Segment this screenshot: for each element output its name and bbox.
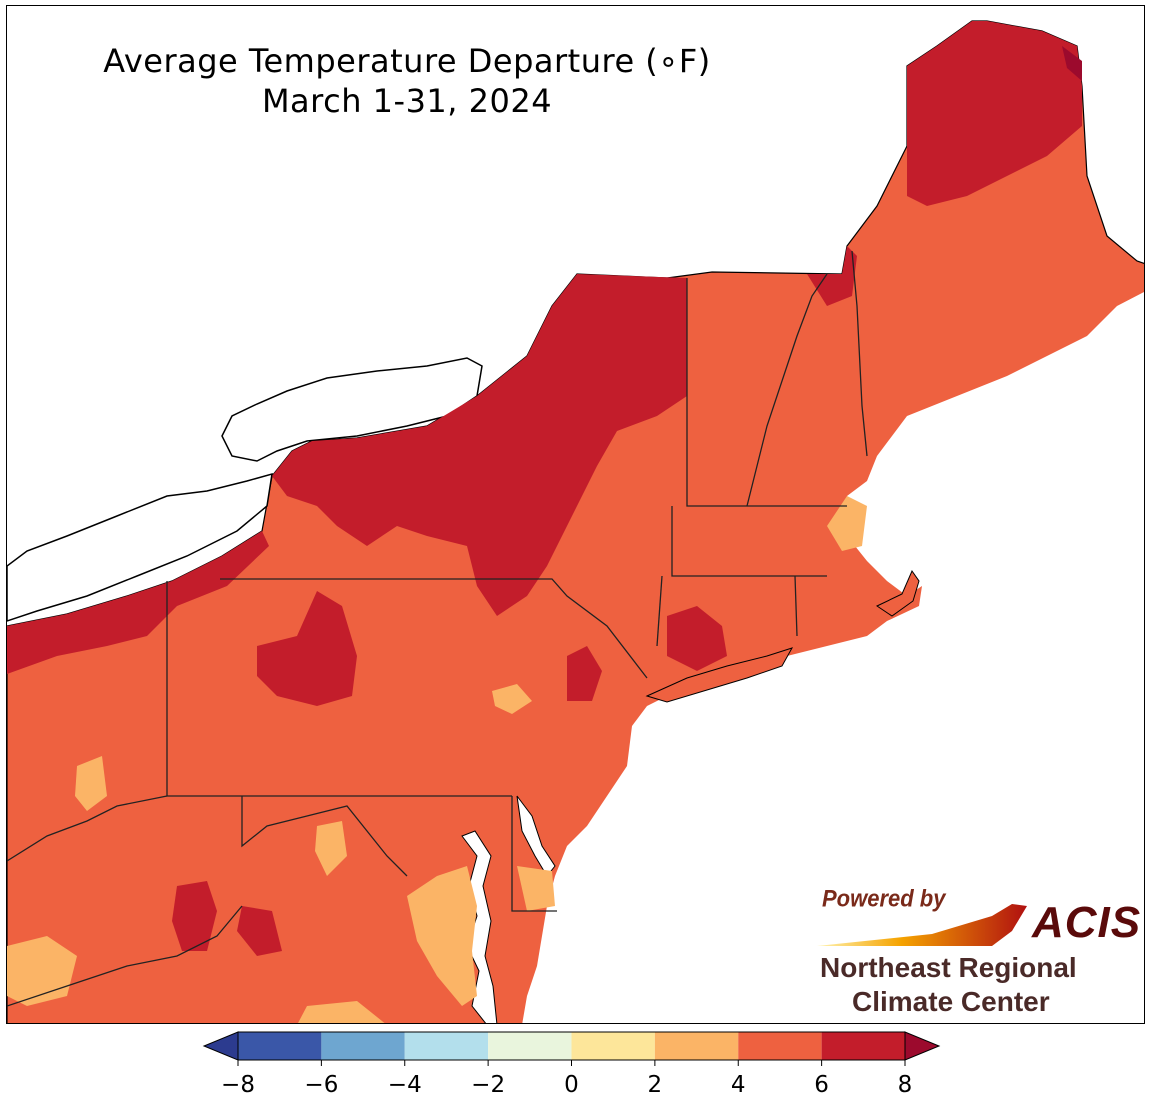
colorbar-over-arrow xyxy=(904,1031,941,1061)
warm-region-md xyxy=(407,866,477,1006)
hot-region-north-ny xyxy=(272,274,687,616)
colorbar-tick-label: −6 xyxy=(304,1072,339,1098)
ocean-region xyxy=(522,292,1144,1023)
hot-region-nj xyxy=(567,646,602,701)
colorbar xyxy=(202,1031,941,1066)
state-borders xyxy=(7,250,868,1007)
colorbar-bin xyxy=(404,1032,489,1060)
colorbar-under-arrow xyxy=(202,1031,239,1061)
hot-region-erie-shore xyxy=(7,531,269,674)
hot-region-ct xyxy=(667,606,727,671)
colorbar-bin xyxy=(238,1032,322,1060)
warm-region-boston xyxy=(827,496,867,551)
colorbar-tick-label: 4 xyxy=(730,1072,746,1098)
acis-brand-text: ACIS xyxy=(1032,898,1142,947)
colorbar-tick-label: 8 xyxy=(897,1072,913,1098)
nrcc-acis-logo: Powered by ACIS Northeast Regional Clima… xyxy=(812,884,1142,1021)
colorbar-bin xyxy=(654,1032,739,1060)
long-island xyxy=(645,647,794,703)
warm-region-de xyxy=(517,866,555,911)
hot-region-pa-center xyxy=(257,591,357,706)
acis-swoosh-icon xyxy=(817,904,1027,946)
temperature-departure-map xyxy=(7,20,1144,1023)
org-name-line2: Climate Center xyxy=(852,986,1050,1017)
map-frame: Average Temperature Departure (∘F) March… xyxy=(6,5,1145,1024)
colorbar-bin xyxy=(488,1032,572,1060)
colorbar-tick-label: 6 xyxy=(814,1072,829,1098)
cape-cod xyxy=(875,569,920,617)
hot-region-nh-north xyxy=(807,246,857,306)
warm-region-southwest-low xyxy=(298,1001,385,1023)
colorbar-bin xyxy=(821,1032,905,1060)
powered-by-text: Powered by xyxy=(822,884,946,913)
lake-ontario xyxy=(221,357,483,462)
colorbar-bin xyxy=(321,1032,405,1060)
org-name-line1: Northeast Regional xyxy=(820,952,1077,983)
warm-region-pa-east xyxy=(492,684,532,714)
colorbar-bin xyxy=(738,1032,822,1060)
colorbar-tick-label: 2 xyxy=(647,1072,663,1098)
warm-region-oh xyxy=(75,756,107,811)
warm-region-wv-east xyxy=(315,821,347,876)
colorbar-bin xyxy=(571,1032,655,1060)
hot-region-va-north xyxy=(237,906,282,956)
hot-region-maine-north xyxy=(907,21,1082,206)
extreme-region-maine-tip xyxy=(1062,46,1082,81)
map-subtitle: March 1-31, 2024 xyxy=(261,82,553,120)
colorbar-tick-label: −4 xyxy=(387,1072,422,1098)
lake-erie xyxy=(7,472,273,622)
map-title: Average Temperature Departure (∘F) xyxy=(103,42,711,80)
colorbar-tick-label: 0 xyxy=(564,1072,579,1098)
colorbar-tick-label: −2 xyxy=(471,1072,506,1098)
hot-region-wv xyxy=(172,881,217,951)
colorbar-tick-label: −8 xyxy=(221,1072,255,1098)
